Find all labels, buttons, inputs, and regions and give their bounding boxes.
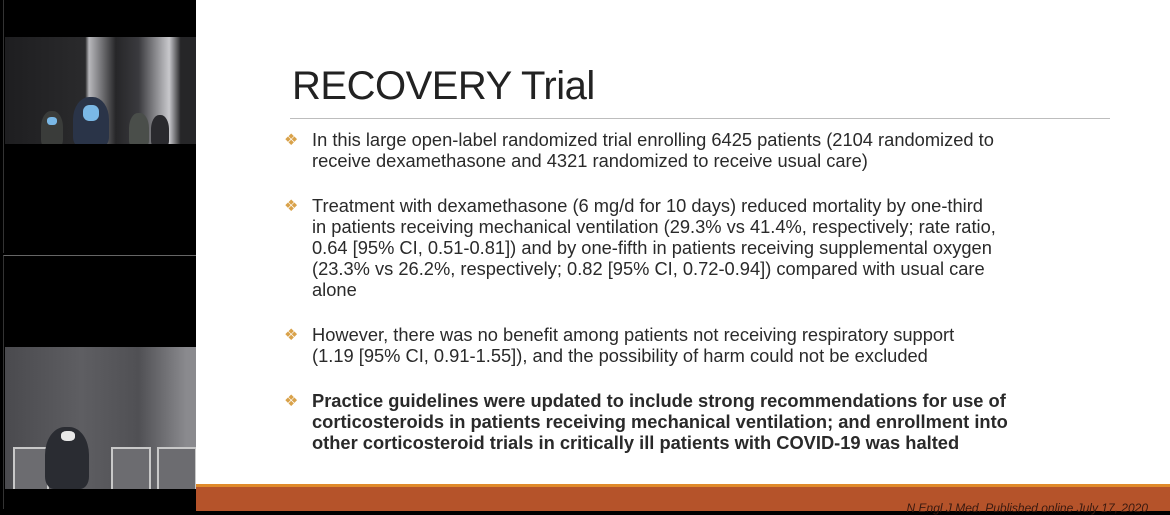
participant-video-2: [5, 347, 196, 489]
participant-tile[interactable]: [3, 0, 196, 253]
presentation-slide: RECOVERY Trial ❖ In this large open-label…: [196, 0, 1170, 515]
slide-title: RECOVERY Trial: [292, 64, 595, 108]
participant-video-1: [5, 37, 196, 144]
bullet-item: ❖ Treatment with dexamethasone (6 mg/d fo…: [284, 195, 1008, 300]
bullet-text-line: alone: [312, 279, 357, 300]
participant-tile[interactable]: [3, 255, 196, 509]
person: [41, 111, 63, 144]
chair: [157, 447, 196, 489]
footer-band: N Engl J Med. Published online July 17, …: [196, 484, 1170, 515]
person: [151, 115, 169, 144]
bullet-item: ❖ However, there was no benefit among pat…: [284, 324, 1008, 366]
bullet-text-line: Treatment with dexamethasone (6 mg/d for…: [312, 195, 983, 216]
chair: [111, 447, 151, 489]
bullet-text-line: in patients receiving mechanical ventila…: [312, 216, 996, 237]
bullet-text-line: receive dexamethasone and 4321 randomize…: [312, 150, 868, 171]
diamond-bullet-icon: ❖: [284, 327, 299, 344]
title-divider: [290, 118, 1110, 119]
participant-sidebar: [0, 0, 196, 509]
face-mask: [47, 117, 57, 125]
bullet-item: ❖ Practice guidelines were updated to inc…: [284, 390, 1008, 453]
citation: N Engl J Med. Published online July 17, …: [906, 501, 1148, 515]
diamond-bullet-icon: ❖: [284, 393, 299, 410]
face-mask: [61, 431, 75, 441]
diamond-bullet-icon: ❖: [284, 198, 299, 215]
bullet-text-line: (23.3% vs 26.2%, respectively; 0.82 [95%…: [312, 258, 985, 279]
diamond-bullet-icon: ❖: [284, 132, 299, 149]
person: [129, 113, 149, 144]
bullet-text-line: other corticosteroid trials in criticall…: [312, 432, 960, 453]
face-mask: [83, 105, 99, 121]
bullet-text-line: (1.19 [95% CI, 0.91-1.55]), and the poss…: [312, 345, 928, 366]
bullet-list: ❖ In this large open-label randomized tri…: [284, 129, 1008, 477]
bullet-text-line: Practice guidelines were updated to incl…: [312, 390, 1006, 411]
bullet-item: ❖ In this large open-label randomized tri…: [284, 129, 1008, 171]
bullet-text-line: However, there was no benefit among pati…: [312, 324, 955, 345]
bullet-text-line: 0.64 [95% CI, 0.51-0.81]) and by one-fif…: [312, 237, 992, 258]
chair: [13, 447, 49, 489]
bullet-text-line: In this large open-label randomized tria…: [312, 129, 994, 150]
bullet-text-line: corticosteroids in patients receiving me…: [312, 411, 1008, 432]
